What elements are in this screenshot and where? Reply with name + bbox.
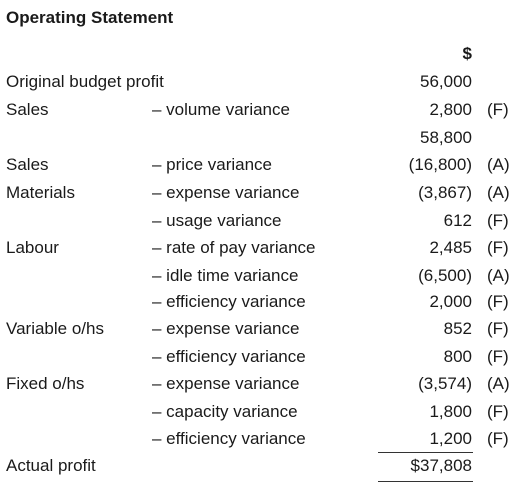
title: Operating Statement [6,8,174,27]
row-label: Sales [6,155,49,174]
row-item: – efficiency variance [152,347,306,366]
currency-heading: $ [462,44,472,63]
row-amount: 852 [443,319,472,338]
row-item: – efficiency variance [152,429,306,448]
row-amount: 56,000 [420,72,472,91]
row-amount: 1,800 [429,402,472,421]
row-item: – expense variance [152,374,300,393]
row-item: – rate of pay variance [152,238,316,257]
row-item: – usage variance [152,211,282,230]
row-note: (F) [487,319,509,338]
row-item: – price variance [152,155,273,174]
row-note: (F) [487,347,509,366]
row-note: (A) [487,155,510,174]
row-amount: 800 [443,347,472,366]
row-label: Sales [6,100,49,119]
row-note: (F) [487,100,509,119]
row-note: (F) [487,238,509,257]
row-note: (A) [487,266,510,285]
row-amount: (16,800) [408,155,472,174]
row-label: Fixed o/hs [6,374,85,393]
row-amount: 2,000 [429,292,472,311]
row-label: Materials [6,183,75,202]
total-rule-top [378,452,473,453]
row-label: Labour [6,238,59,257]
row-amount: (3,867) [418,183,472,202]
row-note: (F) [487,429,509,448]
row-amount: (6,500) [418,266,472,285]
row-note: (F) [487,211,509,230]
row-item: – expense variance [152,183,300,202]
row-amount: 612 [443,211,472,230]
row-item: – expense variance [152,319,300,338]
row-amount: (3,574) [418,374,472,393]
row-label: Actual profit [6,456,96,475]
row-note: (F) [487,292,509,311]
total-rule-bottom [378,481,473,482]
row-item: – idle time variance [152,266,299,285]
row-amount: 58,800 [420,128,472,147]
row-label: Variable o/hs [6,319,104,338]
row-label: Original budget profit [6,72,164,91]
row-note: (F) [487,402,509,421]
row-amount: 2,485 [429,238,472,257]
row-note: (A) [487,374,510,393]
row-amount: 2,800 [429,100,472,119]
row-item: – capacity variance [152,402,298,421]
row-note: (A) [487,183,510,202]
row-amount: 1,200 [429,429,472,448]
row-amount: $37,808 [410,456,472,475]
row-item: – efficiency variance [152,292,306,311]
row-item: – volume variance [152,100,290,119]
